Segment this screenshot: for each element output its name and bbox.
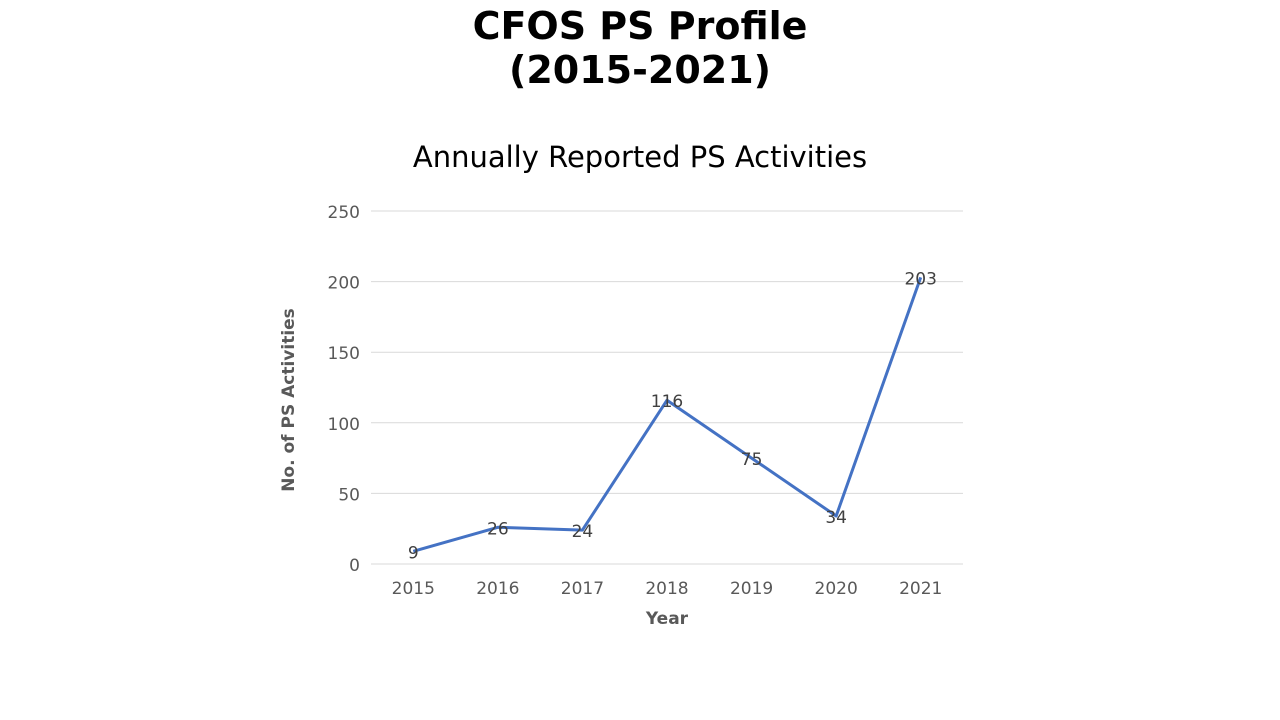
y-tick-label: 50: [338, 485, 360, 505]
x-tick-label: 2017: [561, 579, 604, 599]
data-label: 26: [487, 519, 509, 539]
x-tick-label: 2015: [392, 579, 435, 599]
slide-title-line1: CFOS PS Profile: [472, 4, 808, 48]
data-label: 75: [741, 450, 763, 470]
data-label: 34: [825, 508, 847, 528]
y-tick-label: 150: [328, 344, 360, 364]
slide-title: CFOS PS Profile (2015-2021): [0, 4, 1280, 92]
y-tick-label: 250: [328, 203, 360, 223]
x-axis-label: Year: [645, 609, 689, 629]
x-tick-label: 2016: [476, 579, 519, 599]
data-label: 9: [408, 543, 419, 563]
slide-title-line2: (2015-2021): [508, 48, 772, 92]
y-tick-label: 0: [349, 556, 360, 576]
x-tick-label: 2018: [645, 579, 688, 599]
y-tick-label: 100: [328, 415, 360, 435]
data-label: 116: [651, 392, 683, 412]
x-tick-label: 2020: [815, 579, 858, 599]
x-tick-label: 2019: [730, 579, 773, 599]
data-label: 24: [572, 522, 594, 542]
data-label: 203: [904, 269, 936, 289]
y-tick-label: 200: [328, 274, 360, 294]
x-tick-label: 2021: [899, 579, 942, 599]
y-axis-label: No. of PS Activities: [279, 308, 299, 492]
chart-title: Annually Reported PS Activities: [413, 140, 867, 174]
